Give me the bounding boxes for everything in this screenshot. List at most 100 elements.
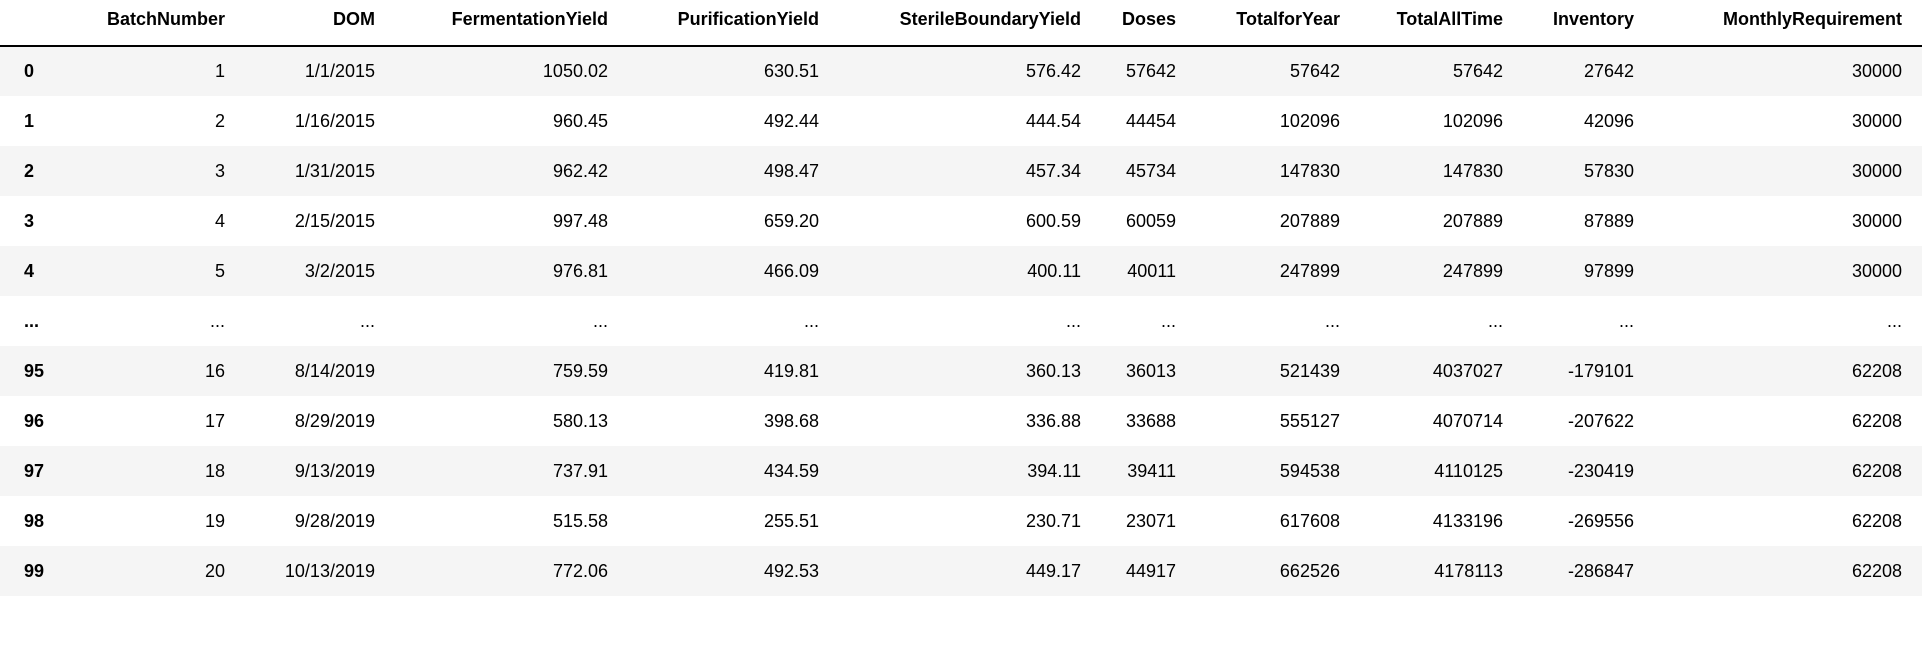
table-cell: 457.34 — [1025, 160, 1081, 181]
table-cell: 57642 — [1452, 61, 1503, 81]
table-cell: 4037027 — [1432, 360, 1503, 381]
table-cell: 434.59 — [763, 460, 819, 481]
column-header: DOM — [245, 0, 395, 47]
table-cell: 1050.02 — [542, 61, 608, 81]
table-cell: 10/13/2019 — [284, 560, 375, 581]
table-cell: 997.48 — [552, 210, 608, 231]
table-row: 97 18 9/13/2019 737.91 434.59 394.11 39411 5945… — [0, 446, 1922, 496]
table-cell: 87889 — [1583, 210, 1634, 231]
table-cell: 62208 — [1851, 560, 1902, 581]
table-cell: 247899 — [1279, 260, 1340, 281]
dataframe-table: BatchNumber DOM FermentationYield Purificat… — [0, 0, 1922, 596]
table-cell: 962.42 — [552, 160, 608, 181]
table-cell: 42096 — [1583, 110, 1634, 131]
table-body: 0 1 1/1/2015 1050.02 630.51 576.42 57642 57642 5… — [0, 46, 1922, 596]
table-cell: 30000 — [1851, 61, 1902, 81]
table-row: ................................. — [0, 296, 1922, 346]
table-cell: 419.81 — [763, 360, 819, 381]
table-cell: 2/15/2015 — [294, 210, 375, 231]
table-row: 3 4 2/15/2015 997.48 659.20 600.59 60059 207889… — [0, 196, 1922, 246]
table-cell: 555127 — [1279, 410, 1340, 431]
table-cell: 3 — [214, 160, 225, 181]
table-row: 0 1 1/1/2015 1050.02 630.51 576.42 57642 57642 5… — [0, 46, 1922, 96]
table-cell: 336.88 — [1025, 410, 1081, 431]
table-cell: 8/14/2019 — [294, 360, 375, 381]
table-cell: 62208 — [1851, 410, 1902, 431]
table-cell: 398.68 — [763, 410, 819, 431]
table-cell: 394.11 — [1027, 460, 1081, 481]
column-header: TotalforYear — [1196, 0, 1360, 47]
row-index: ... — [24, 310, 40, 331]
table-cell: 4070714 — [1432, 410, 1503, 431]
table-cell: 30000 — [1851, 210, 1902, 231]
table-cell: 444.54 — [1025, 110, 1081, 131]
table-cell: 976.81 — [552, 260, 608, 281]
table-cell: 147830 — [1279, 160, 1340, 181]
table-cell: 9/28/2019 — [294, 510, 375, 531]
table-cell: 594538 — [1279, 460, 1340, 481]
row-index: 96 — [24, 410, 45, 431]
row-index: 4 — [24, 260, 35, 281]
table-cell: 20 — [204, 560, 225, 581]
row-index: 98 — [24, 510, 45, 531]
table-cell: 57642 — [1289, 61, 1340, 81]
table-row: 1 2 1/16/2015 960.45 492.44 444.54 44454 102096… — [0, 96, 1922, 146]
table-cell: ... — [1160, 310, 1176, 331]
table-cell: ... — [1886, 310, 1902, 331]
table-cell: 62208 — [1851, 510, 1902, 531]
table-cell: 102096 — [1279, 110, 1340, 131]
table-cell: 662526 — [1279, 560, 1340, 581]
table-cell: 44917 — [1125, 560, 1176, 581]
table-row: 95 16 8/14/2019 759.59 419.81 360.13 36013 5214… — [0, 346, 1922, 396]
table-cell: 45734 — [1125, 160, 1176, 181]
table-cell: 617608 — [1279, 510, 1340, 531]
table-cell: 247899 — [1442, 260, 1503, 281]
table-row: 4 5 3/2/2015 976.81 466.09 400.11 40011 247899 2… — [0, 246, 1922, 296]
table-cell: 360.13 — [1025, 360, 1081, 381]
table-cell: 400.11 — [1027, 260, 1081, 281]
row-index: 1 — [24, 110, 35, 131]
table-cell: 4178113 — [1434, 560, 1503, 581]
table-cell: 57830 — [1583, 160, 1634, 181]
table-cell: ... — [1618, 310, 1634, 331]
table-cell: 62208 — [1851, 360, 1902, 381]
row-index: 99 — [24, 560, 45, 581]
column-header: Doses — [1101, 0, 1196, 47]
table-cell: 19 — [204, 510, 225, 531]
row-index: 0 — [24, 61, 35, 81]
row-index: 95 — [24, 360, 45, 381]
table-cell: 576.42 — [1025, 61, 1081, 81]
table-cell: 207889 — [1442, 210, 1503, 231]
table-cell: -269556 — [1567, 510, 1634, 531]
table-cell: 8/29/2019 — [294, 410, 375, 431]
table-cell: 4 — [214, 210, 225, 231]
table-cell: 4110125 — [1434, 460, 1503, 481]
table-row: 98 19 9/28/2019 515.58 255.51 230.71 23071 6176… — [0, 496, 1922, 546]
table-cell: 4133196 — [1432, 510, 1503, 531]
table-cell: 16 — [204, 360, 225, 381]
table-cell: 759.59 — [552, 360, 608, 381]
table-cell: 5 — [214, 260, 225, 281]
table-cell: 515.58 — [552, 510, 608, 531]
table-cell: 57642 — [1125, 61, 1176, 81]
table-cell: 40011 — [1127, 260, 1176, 281]
table-cell: 498.47 — [763, 160, 819, 181]
table-row: 99 20 10/13/2019 772.06 492.53 449.17 44917 662… — [0, 546, 1922, 596]
table-cell: -179101 — [1567, 360, 1634, 381]
row-index: 3 — [24, 210, 35, 231]
table-cell: 521439 — [1279, 360, 1340, 381]
table-cell: 600.59 — [1025, 210, 1081, 231]
table-cell: 630.51 — [763, 61, 819, 81]
table-row: 2 3 1/31/2015 962.42 498.47 457.34 45734 147830… — [0, 146, 1922, 196]
column-header: TotalAllTime — [1360, 0, 1523, 47]
column-header: FermentationYield — [395, 0, 628, 47]
column-header: BatchNumber — [60, 0, 245, 47]
table-cell: 1/31/2015 — [294, 160, 375, 181]
table-cell: ... — [803, 310, 819, 331]
header-row: BatchNumber DOM FermentationYield Purificat… — [0, 0, 1922, 47]
table-cell: 466.09 — [763, 260, 819, 281]
table-cell: 30000 — [1851, 160, 1902, 181]
table-cell: 9/13/2019 — [294, 460, 375, 481]
table-cell: 18 — [204, 460, 225, 481]
dataframe-output: BatchNumber DOM FermentationYield Purificat… — [0, 0, 1922, 596]
